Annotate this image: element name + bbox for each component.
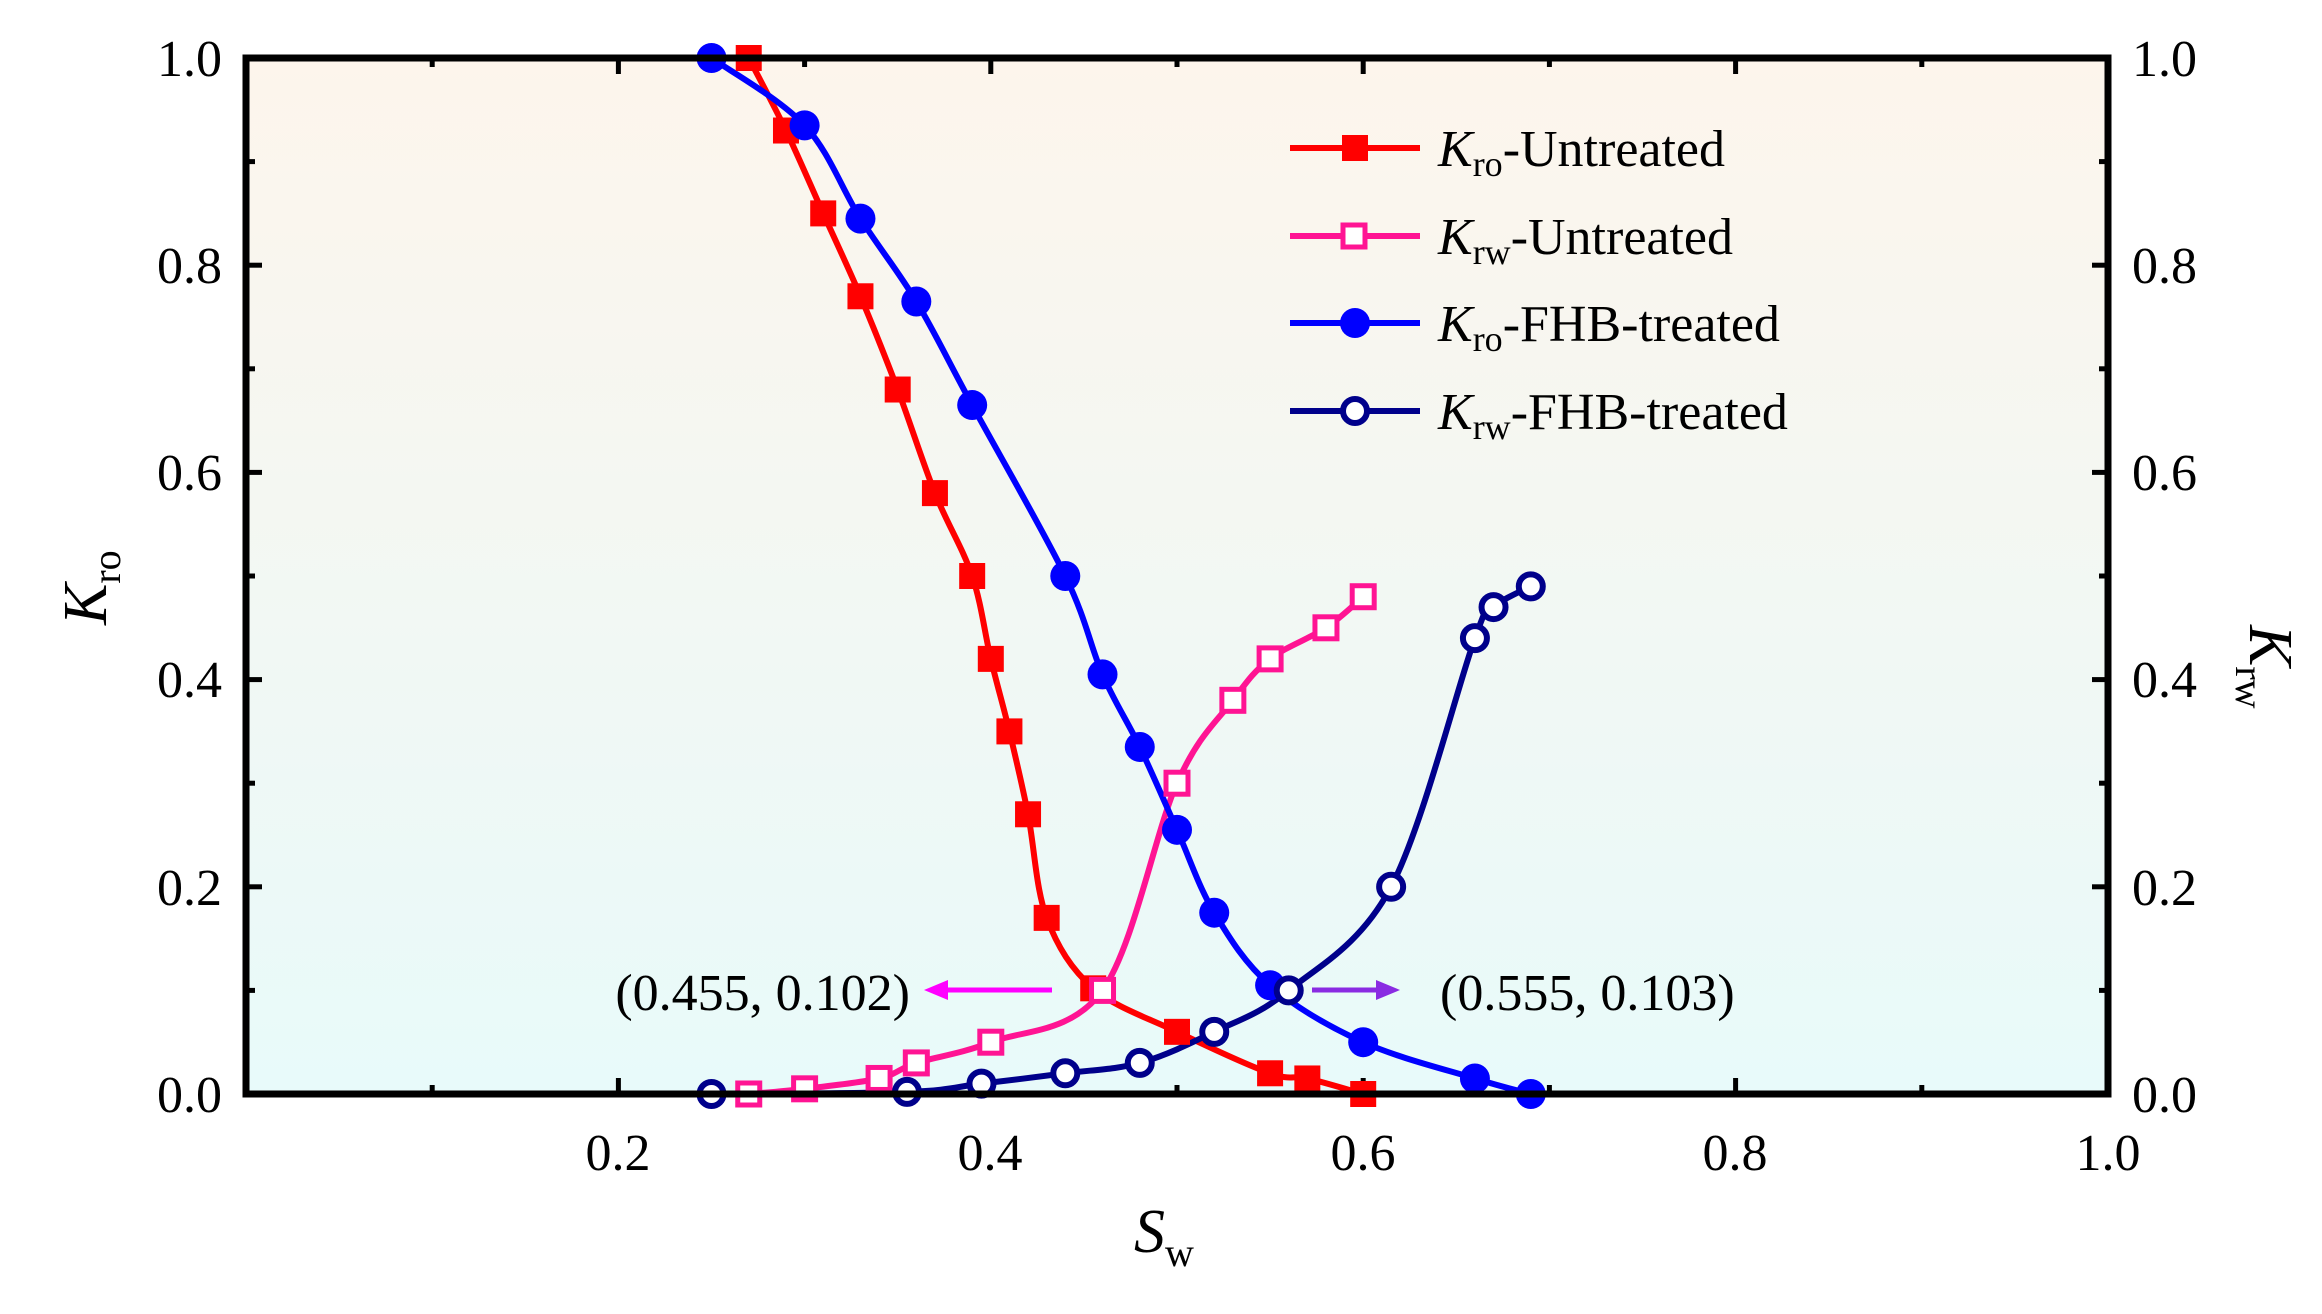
data-point-marker	[1515, 571, 1546, 602]
legend-entry: Krw-FHB-treated	[1290, 384, 1788, 447]
legend-marker-filled-square	[1342, 135, 1368, 161]
legend-marker-open-square	[1340, 222, 1368, 250]
data-point-marker	[1087, 659, 1118, 690]
data-point-marker	[845, 203, 876, 234]
data-point-marker	[1124, 731, 1155, 762]
legend: Kro-Untreated Krw-Untreated Kro-FHB-trea…	[1290, 121, 1788, 447]
y-right-tick-labels: 0.0 0.2 0.4 0.6 0.8 1.0	[2132, 31, 2197, 1124]
x-axis-title: Sw	[1134, 1198, 1194, 1275]
data-point-marker	[789, 110, 820, 141]
x-tick-label: 0.8	[1703, 1125, 1768, 1182]
data-point-marker	[847, 283, 874, 310]
data-point-marker	[1478, 592, 1509, 623]
legend-marker-open-circle	[1340, 396, 1370, 426]
data-point-marker	[810, 200, 837, 227]
data-point-marker	[977, 1028, 1005, 1056]
annotation-label-left: (0.455, 0.102)	[615, 965, 910, 1022]
legend-label: Kro-FHB-treated	[1437, 296, 1780, 359]
data-point-marker	[865, 1064, 893, 1092]
y-left-tick-label: 1.0	[157, 31, 222, 88]
series-markers	[696, 43, 1546, 1109]
data-point-marker	[1376, 871, 1407, 902]
data-point-marker	[1124, 1047, 1155, 1078]
y-left-tick-label: 0.4	[157, 652, 222, 709]
data-point-marker	[1349, 583, 1377, 611]
plot-frame	[242, 54, 2112, 1098]
data-point-marker	[1256, 645, 1284, 673]
y-right-axis-title: Krw	[2227, 624, 2304, 709]
data-point-marker	[1033, 904, 1060, 931]
x-tick-label: 0.2	[586, 1125, 651, 1182]
data-point-marker	[1273, 975, 1304, 1006]
annotation-arrowhead-left	[924, 980, 948, 1000]
plot-background	[246, 58, 2108, 1094]
legend-marker-filled-circle	[1340, 308, 1370, 338]
x-tick-labels: 0.2 0.4 0.6 0.8 1.0	[586, 1125, 2141, 1182]
data-point-marker	[1015, 801, 1042, 828]
annotations: (0.455, 0.102) (0.555, 0.103)	[615, 965, 1734, 1022]
data-point-marker	[1348, 1027, 1379, 1058]
data-point-marker	[901, 286, 932, 317]
data-point-marker	[902, 1049, 930, 1077]
y-left-tick-label: 0.6	[157, 445, 222, 502]
data-point-marker	[1219, 686, 1247, 714]
legend-entry: Krw-Untreated	[1290, 209, 1733, 272]
data-point-marker	[1162, 814, 1192, 845]
y-left-tick-label: 0.8	[157, 238, 222, 295]
data-point-marker	[1089, 976, 1117, 1004]
data-point-marker	[1164, 1018, 1190, 1045]
data-point-marker	[1257, 1060, 1284, 1087]
data-point-marker	[1312, 614, 1340, 642]
data-point-marker	[1050, 561, 1081, 591]
data-point-marker	[957, 390, 988, 421]
data-point-marker	[1459, 1063, 1490, 1094]
y-right-tick-label: 0.0	[2132, 1067, 2197, 1124]
data-point-marker	[921, 480, 948, 507]
data-point-marker	[884, 376, 911, 403]
data-point-marker	[977, 645, 1004, 672]
y-right-tick-label: 1.0	[2132, 31, 2197, 88]
legend-entry: Kro-Untreated	[1290, 121, 1725, 184]
legend-label: Krw-Untreated	[1437, 209, 1733, 272]
data-point-marker	[1050, 1058, 1081, 1089]
y-right-tick-label: 0.8	[2132, 238, 2197, 295]
y-left-tick-labels: 0.0 0.2 0.4 0.6 0.8 1.0	[157, 31, 222, 1124]
annotation-arrowhead-right	[1376, 980, 1400, 1000]
data-point-marker	[1163, 769, 1191, 797]
legend-entry: Kro-FHB-treated	[1290, 296, 1780, 359]
y-left-tick-label: 0.2	[157, 860, 222, 917]
x-tick-label: 0.6	[1331, 1125, 1396, 1182]
data-point-marker	[959, 563, 986, 589]
x-tick-label: 0.4	[958, 1125, 1023, 1182]
y-left-tick-label: 0.0	[157, 1067, 222, 1124]
y-right-tick-label: 0.2	[2132, 860, 2197, 917]
y-right-tick-label: 0.6	[2132, 445, 2197, 502]
legend-label: Kro-Untreated	[1437, 121, 1725, 184]
data-point-marker	[1294, 1065, 1321, 1092]
annotation-label-right: (0.555, 0.103)	[1440, 965, 1735, 1022]
data-point-marker	[1459, 623, 1490, 654]
data-point-marker	[996, 718, 1023, 745]
data-point-marker	[1199, 1016, 1230, 1047]
y-left-axis-title: Kro	[52, 550, 129, 626]
data-point-marker	[1199, 897, 1230, 928]
y-right-tick-label: 0.4	[2132, 652, 2197, 709]
legend-label: Krw-FHB-treated	[1437, 384, 1788, 447]
x-tick-label: 1.0	[2076, 1125, 2141, 1182]
